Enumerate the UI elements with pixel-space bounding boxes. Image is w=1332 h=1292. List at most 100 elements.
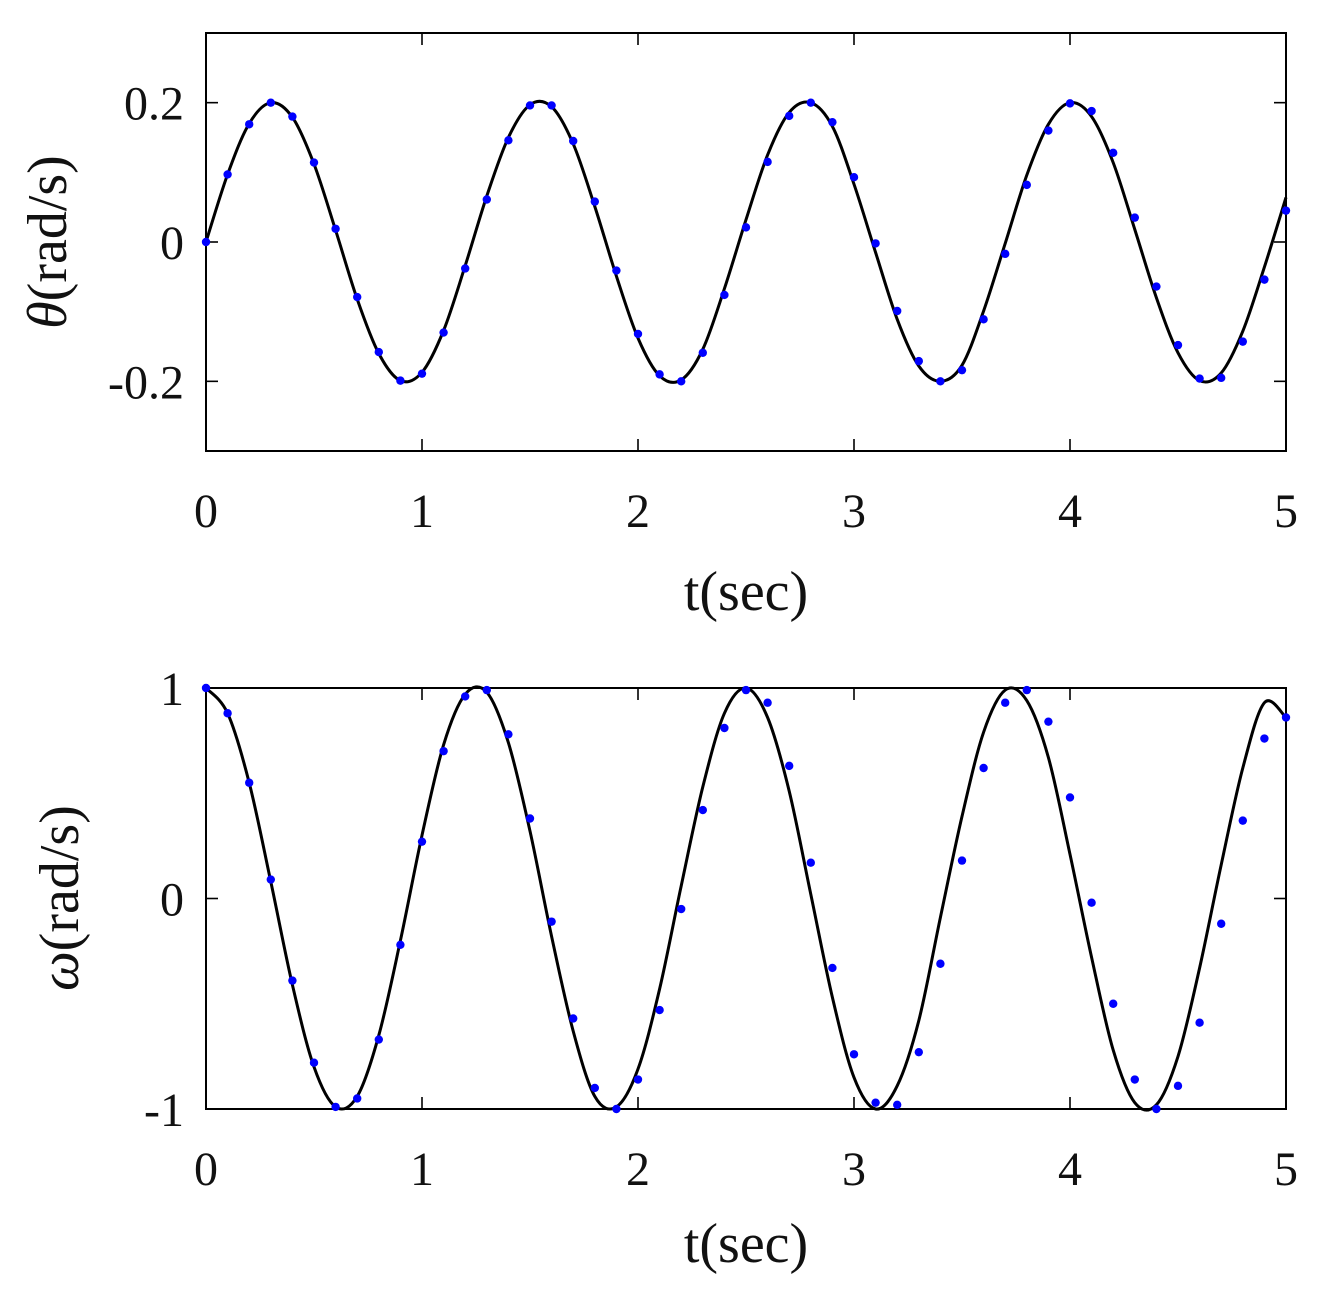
data-point bbox=[439, 746, 448, 756]
data-point bbox=[957, 856, 967, 865]
data-point bbox=[849, 173, 859, 182]
data-point bbox=[763, 698, 772, 707]
data-point bbox=[1173, 340, 1183, 350]
data-point bbox=[396, 376, 405, 385]
data-point bbox=[374, 347, 383, 357]
data-point bbox=[763, 157, 772, 167]
data-point bbox=[1022, 180, 1031, 190]
y-tick-label: -1 bbox=[144, 1084, 184, 1137]
data-point bbox=[1087, 106, 1096, 116]
data-point bbox=[1001, 249, 1010, 259]
omega-x-axis-label: t(sec) bbox=[684, 1213, 808, 1275]
y-tick-label: -0.2 bbox=[108, 356, 184, 409]
data-point bbox=[245, 120, 254, 129]
data-point bbox=[461, 692, 470, 701]
data-point bbox=[590, 197, 599, 206]
data-point bbox=[201, 683, 211, 693]
data-point bbox=[785, 761, 794, 771]
data-point bbox=[828, 963, 837, 973]
data-point bbox=[417, 837, 427, 846]
x-tick-label: 5 bbox=[1274, 485, 1298, 538]
data-point bbox=[353, 1094, 362, 1103]
data-point bbox=[720, 723, 729, 733]
data-point bbox=[482, 685, 491, 695]
data-point bbox=[698, 348, 707, 357]
data-point bbox=[633, 329, 643, 339]
data-point bbox=[633, 1075, 643, 1084]
data-point bbox=[655, 1005, 664, 1015]
data-point bbox=[1065, 99, 1075, 108]
data-point bbox=[288, 976, 297, 985]
x-tick-label: 5 bbox=[1274, 1143, 1298, 1196]
data-point bbox=[223, 170, 232, 179]
data-point bbox=[569, 136, 578, 146]
data-point bbox=[1130, 1075, 1140, 1084]
data-point bbox=[979, 763, 988, 773]
data-point bbox=[547, 101, 556, 110]
omega-x-tick-labels: 0 1 2 3 4 5 bbox=[194, 1143, 1298, 1196]
theta-y-axis-symbol: θ bbox=[17, 301, 79, 329]
x-tick-label: 4 bbox=[1058, 1143, 1082, 1196]
x-tick-label: 4 bbox=[1058, 485, 1082, 538]
data-point bbox=[374, 1035, 383, 1044]
x-tick-label: 2 bbox=[626, 485, 650, 538]
data-point bbox=[871, 239, 880, 248]
data-point bbox=[201, 237, 211, 247]
data-point bbox=[1195, 374, 1204, 383]
data-point bbox=[979, 315, 988, 324]
theta-ticks bbox=[205, 33, 1287, 451]
data-point bbox=[1217, 919, 1226, 928]
data-point bbox=[957, 365, 967, 375]
omega-marker-series bbox=[201, 683, 1291, 1114]
data-point bbox=[936, 377, 945, 386]
data-point bbox=[331, 1102, 340, 1112]
data-point bbox=[525, 101, 535, 110]
data-point bbox=[914, 356, 923, 366]
data-point bbox=[720, 290, 729, 300]
theta-y-tick-labels: -0.2 0 0.2 bbox=[108, 78, 184, 410]
omega-ticks bbox=[205, 687, 1287, 1110]
data-point bbox=[677, 904, 686, 914]
data-point bbox=[1260, 734, 1269, 743]
data-point bbox=[1152, 282, 1161, 291]
data-point bbox=[223, 709, 232, 718]
data-point bbox=[806, 98, 815, 107]
theta-solution-line bbox=[204, 99, 1288, 384]
data-point bbox=[1044, 717, 1053, 726]
data-point bbox=[1217, 373, 1226, 383]
data-point bbox=[1065, 793, 1075, 802]
data-point bbox=[1109, 999, 1118, 1008]
data-point bbox=[612, 1104, 621, 1114]
data-point bbox=[655, 370, 664, 379]
theta-y-axis-label: θ(rad/s) bbox=[17, 155, 79, 329]
theta-marker-series bbox=[201, 98, 1291, 386]
data-point bbox=[396, 940, 405, 950]
data-point bbox=[309, 158, 319, 167]
x-tick-label: 1 bbox=[410, 485, 434, 538]
y-tick-label: 1 bbox=[160, 663, 184, 716]
theta-plot-frame bbox=[205, 32, 1287, 452]
data-point bbox=[1281, 713, 1291, 722]
y-tick-label: 0 bbox=[160, 217, 184, 270]
omega-plot-frame bbox=[205, 687, 1287, 1110]
theta-panel: 0 1 2 3 4 5 -0.2 0 0.2 t(sec) θ(rad/s) bbox=[17, 32, 1298, 623]
data-point bbox=[828, 117, 837, 127]
data-point bbox=[1238, 816, 1248, 825]
omega-y-axis-label: ω(rad/s) bbox=[29, 805, 91, 991]
data-point bbox=[482, 195, 491, 204]
data-point bbox=[590, 1083, 599, 1093]
data-point bbox=[1238, 337, 1248, 346]
data-point bbox=[439, 328, 448, 337]
data-point bbox=[1130, 213, 1140, 222]
theta-x-axis-label: t(sec) bbox=[684, 561, 808, 623]
data-point bbox=[266, 98, 275, 107]
y-tick-label: 0.2 bbox=[124, 78, 184, 131]
data-point bbox=[1109, 148, 1118, 158]
data-point bbox=[547, 917, 556, 926]
data-point bbox=[525, 814, 535, 823]
data-point bbox=[893, 1100, 902, 1109]
omega-y-axis-symbol: ω bbox=[29, 951, 91, 991]
omega-solution-line bbox=[204, 685, 1288, 1112]
